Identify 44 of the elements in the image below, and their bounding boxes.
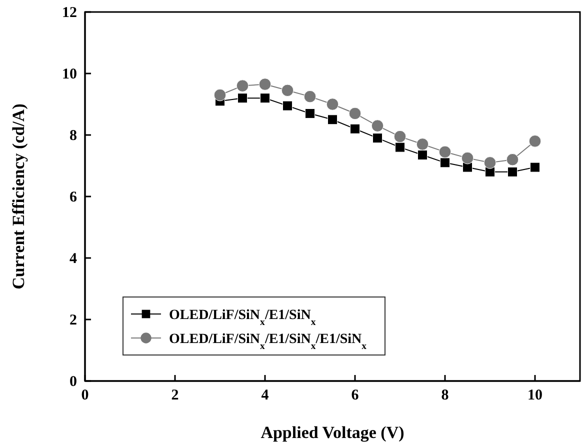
point [508, 166, 518, 177]
x-axis-title: Applied Voltage (V) [260, 423, 404, 442]
point [214, 88, 226, 102]
point [260, 93, 270, 104]
point [484, 156, 496, 169]
legend-label: OLED/LiF/SiN$_{x}$/E1/SiN$_{x}$/E1/SiN$_{x}$ [169, 332, 367, 352]
point [238, 93, 248, 104]
point [326, 98, 339, 110]
point [438, 146, 452, 158]
y-tick-label: 10 [62, 66, 77, 82]
point [440, 158, 450, 168]
x-tick-label: 10 [528, 388, 542, 404]
point [236, 80, 249, 92]
point [395, 142, 405, 152]
point [304, 90, 316, 103]
x-tick-label: 0 [81, 388, 89, 404]
point [528, 134, 542, 148]
y-axis-title: Current Efficiency (cd/A) [9, 104, 28, 290]
y-tick-label: 12 [62, 4, 77, 21]
y-tick-label: 6 [70, 189, 78, 206]
point [328, 114, 338, 125]
point [506, 153, 519, 166]
point [372, 133, 382, 144]
y-tick-label: 8 [70, 128, 77, 144]
x-tick-label: 2 [171, 388, 179, 404]
y-tick-label: 2 [70, 312, 77, 328]
x-tick-label: 6 [351, 388, 360, 404]
legend-label: OLED/LiF/SiN$_{x}$/E1/SiN$_{x}$ [169, 308, 316, 328]
point [282, 100, 292, 111]
x-tick-label: 4 [261, 388, 270, 404]
y-tick-label: 4 [70, 250, 78, 267]
point [461, 152, 474, 164]
point [348, 107, 362, 120]
x-tick-label: 8 [441, 388, 449, 404]
point [281, 84, 294, 97]
point [258, 78, 272, 90]
point [416, 138, 429, 150]
point [530, 162, 540, 172]
point [305, 108, 315, 118]
point [418, 150, 428, 160]
point [350, 124, 360, 134]
y-tick-label: 0 [70, 374, 77, 390]
point [371, 120, 384, 132]
point [394, 130, 406, 143]
